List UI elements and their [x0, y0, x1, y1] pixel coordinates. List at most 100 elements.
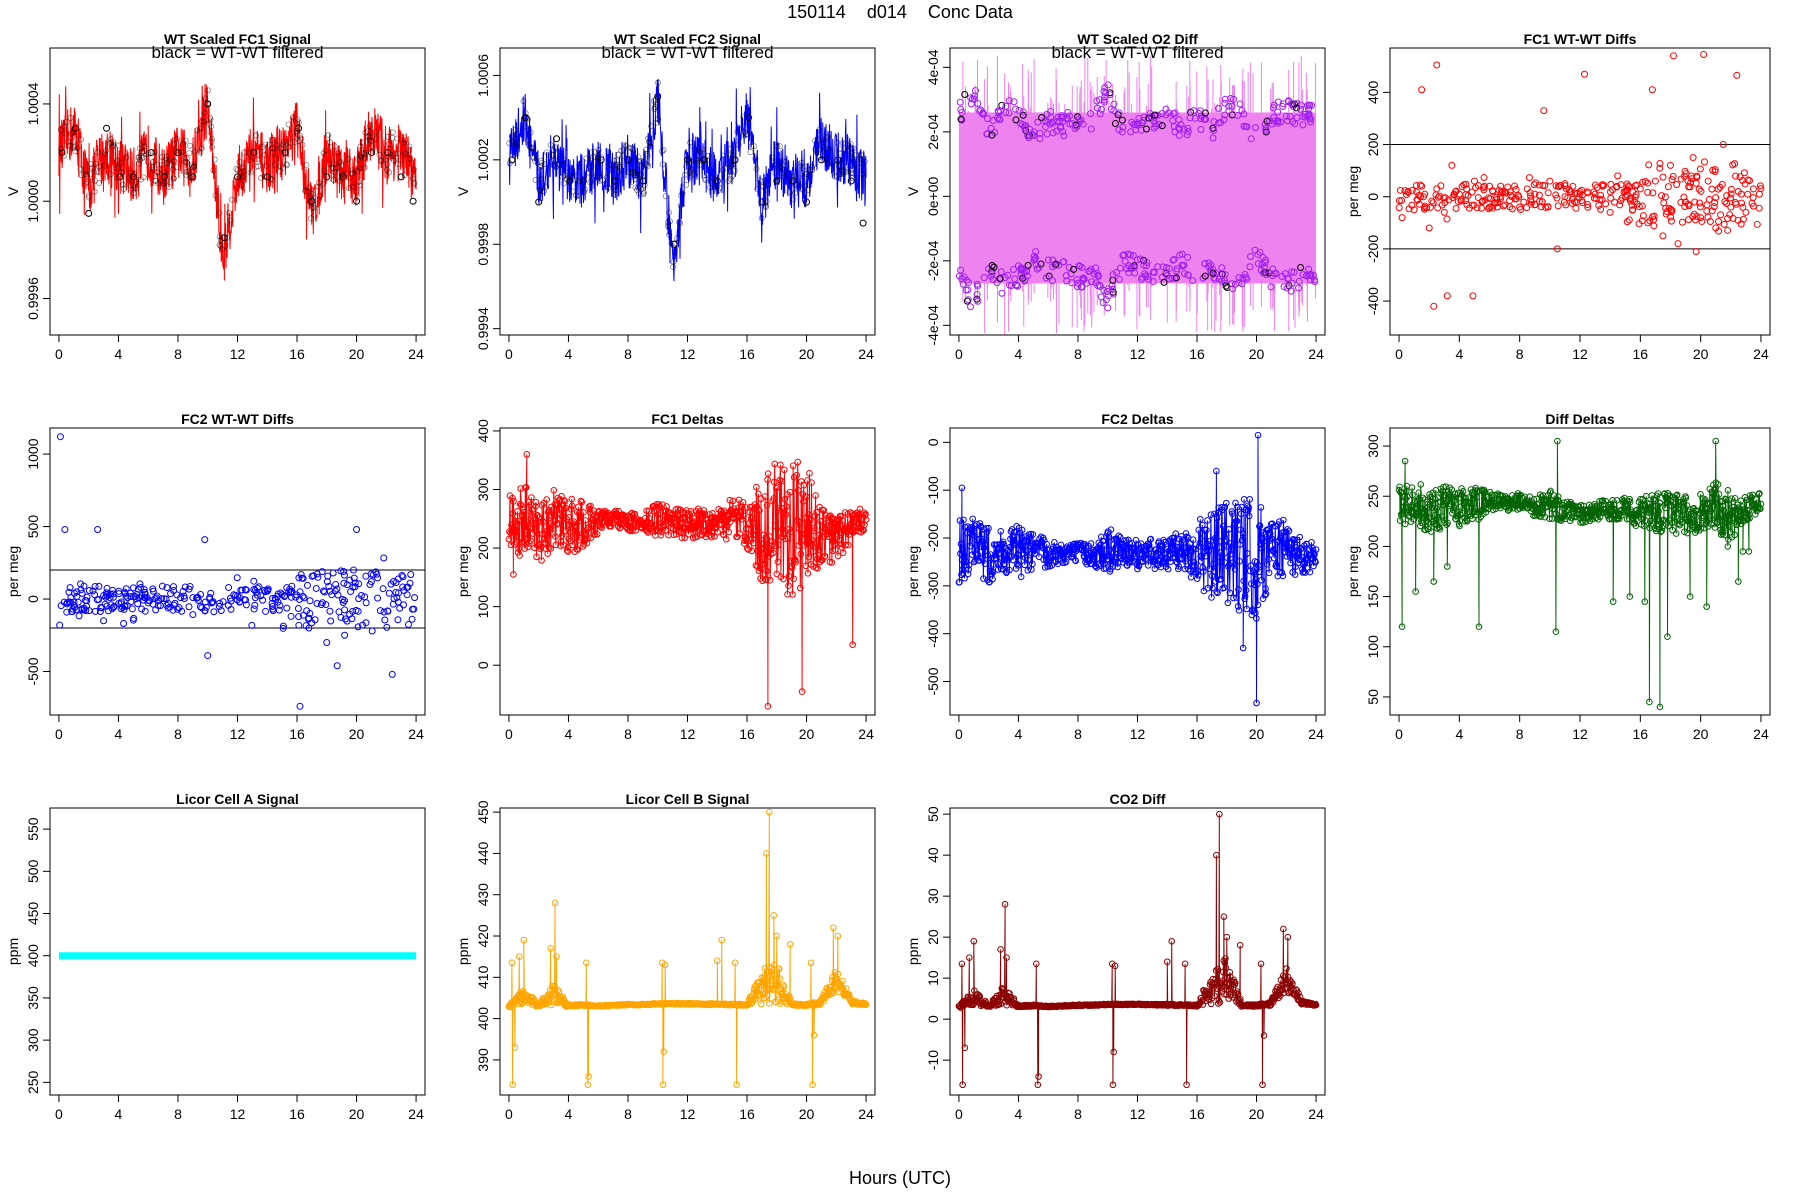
data-point — [1029, 531, 1037, 538]
data-point — [727, 151, 734, 158]
filtered-point — [847, 177, 855, 185]
data-point — [1575, 193, 1583, 201]
data-point — [729, 162, 736, 169]
data-point — [780, 575, 787, 583]
filtered-point — [611, 177, 619, 185]
data-point — [580, 541, 588, 548]
data-point — [1677, 198, 1685, 206]
data-point — [1295, 284, 1303, 292]
data-point — [1306, 272, 1314, 280]
y-tick-label: 0e+00 — [925, 176, 941, 216]
data-point — [1636, 185, 1644, 193]
data-point — [561, 498, 569, 505]
plot-area — [955, 431, 1320, 707]
data-point — [1187, 573, 1195, 581]
data-point — [1710, 501, 1718, 509]
data-point — [1064, 108, 1072, 116]
data-point — [1724, 214, 1732, 222]
data-point — [1450, 507, 1457, 514]
data-point — [1189, 545, 1196, 552]
data-point — [1541, 182, 1549, 190]
data-point — [1104, 292, 1112, 300]
data-point — [1141, 551, 1149, 559]
data-point — [1245, 504, 1253, 511]
data-point — [1606, 515, 1613, 523]
data-point — [334, 591, 342, 599]
data-point — [1262, 590, 1270, 598]
data-point — [315, 179, 322, 186]
data-point — [1700, 158, 1708, 166]
x-tick-label: 24 — [1308, 346, 1324, 362]
data-point — [1218, 264, 1226, 272]
data-point — [1624, 182, 1632, 190]
data-point — [1162, 105, 1170, 113]
data-point — [820, 139, 827, 146]
data-point — [768, 542, 775, 549]
data-point — [812, 146, 819, 153]
data-point — [586, 509, 594, 516]
data-point — [1435, 513, 1442, 521]
data-point — [531, 523, 539, 531]
data-point — [1609, 496, 1616, 504]
data-point — [1686, 593, 1694, 600]
data-point — [1288, 100, 1296, 108]
data-point — [811, 512, 819, 520]
data-point — [269, 149, 276, 156]
y-axis-label: per meg — [455, 546, 471, 597]
data-point — [323, 578, 331, 586]
y-tick-label: 150 — [1365, 585, 1381, 609]
data-point — [217, 242, 224, 249]
data-point — [1302, 569, 1309, 576]
data-point — [1678, 218, 1686, 226]
data-point — [844, 541, 852, 549]
data-point — [552, 533, 559, 540]
data-point — [527, 537, 534, 545]
data-point — [281, 138, 288, 145]
data-point — [555, 988, 563, 996]
data-point — [785, 582, 792, 589]
data-point — [1181, 565, 1189, 573]
data-point — [1165, 275, 1173, 283]
data-point — [657, 531, 665, 539]
data-point — [773, 162, 780, 169]
data-point — [319, 599, 327, 607]
data-point — [1496, 193, 1504, 201]
data-point — [583, 539, 591, 547]
data-point — [1648, 86, 1656, 94]
data-point — [655, 116, 662, 123]
data-point — [510, 142, 517, 149]
data-point — [1253, 615, 1260, 622]
data-point — [654, 101, 661, 108]
data-point — [336, 159, 343, 166]
data-point — [808, 541, 816, 548]
data-point — [1287, 287, 1295, 295]
data-point — [1215, 538, 1223, 545]
data-point — [662, 193, 669, 200]
data-point — [1536, 491, 1544, 499]
data-point — [1285, 527, 1293, 535]
data-point — [997, 268, 1005, 276]
data-point — [1695, 185, 1703, 193]
data-point — [403, 591, 411, 599]
data-point — [959, 280, 967, 288]
data-point — [771, 522, 779, 530]
data-point — [183, 159, 190, 166]
data-point — [1607, 500, 1615, 508]
data-point — [1047, 554, 1055, 561]
data-point — [1184, 253, 1192, 261]
data-point — [1433, 61, 1441, 69]
data-point — [1229, 559, 1237, 567]
data-point — [1731, 495, 1739, 502]
data-point — [809, 537, 816, 544]
data-point — [671, 514, 679, 522]
data-point — [1480, 174, 1488, 182]
data-point — [137, 583, 145, 591]
data-point — [532, 498, 540, 506]
data-point — [410, 605, 418, 613]
data-point — [158, 582, 166, 590]
data-point — [594, 162, 601, 169]
filtered-point — [700, 156, 708, 164]
data-point — [346, 174, 353, 181]
data-point — [795, 525, 803, 532]
data-point — [961, 574, 968, 582]
